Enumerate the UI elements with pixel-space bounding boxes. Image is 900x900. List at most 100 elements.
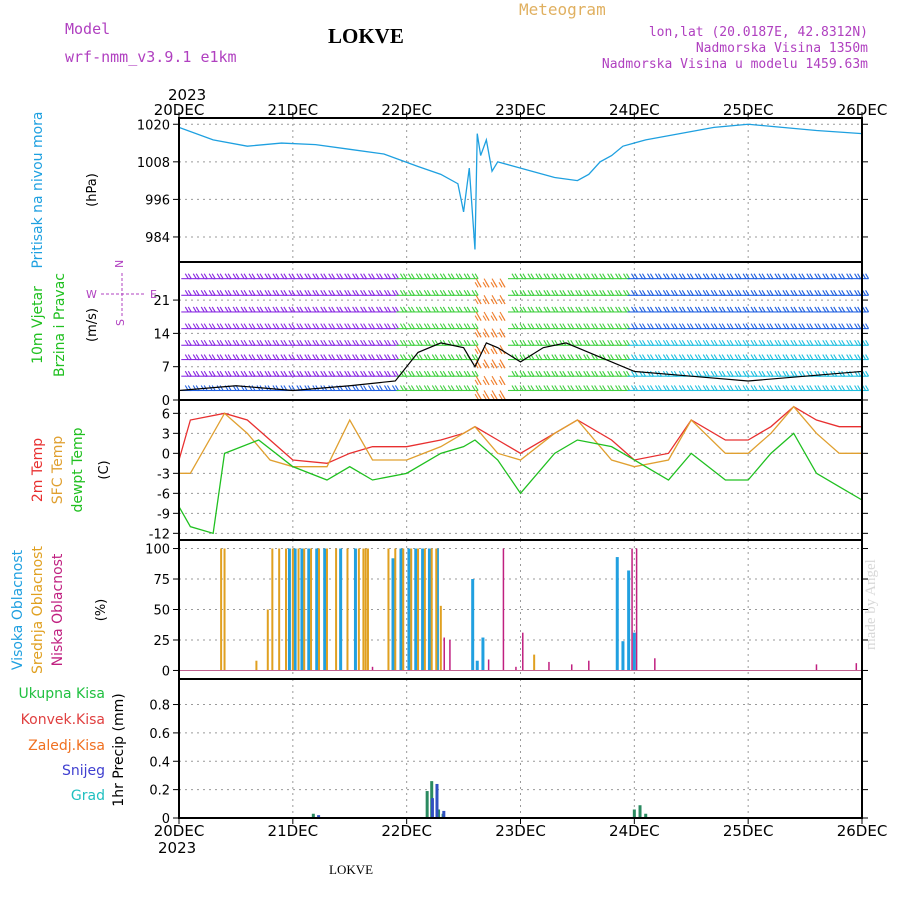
wind-barb	[482, 278, 490, 288]
wind-barb-flag	[211, 306, 216, 313]
wind-barb-flag	[594, 323, 599, 329]
wind-barb-flag	[607, 306, 612, 313]
wind-barb-flag	[750, 370, 755, 377]
wind-barb-flag	[264, 370, 269, 377]
wind-barb-flag	[360, 323, 365, 329]
y-tick-label: -12	[149, 527, 170, 542]
wind-barb-flag	[527, 290, 532, 296]
wind-barb-flag	[639, 306, 643, 313]
wind-barb-flag	[822, 323, 827, 329]
wind-barb-flag	[336, 339, 341, 346]
wind-barb-flag	[402, 339, 407, 346]
wind-barb-flag	[670, 306, 675, 313]
wind-barb-flag	[527, 273, 532, 279]
wind-barb-flag	[402, 323, 407, 329]
x-tick-label-bottom: 25DEC	[723, 822, 774, 840]
wind-barb-flag	[697, 290, 702, 296]
wind-barb-flag	[208, 306, 213, 313]
wind-barb-flag	[501, 331, 506, 338]
wind-barb-flag	[753, 323, 758, 329]
wind-barb-flag	[402, 354, 407, 360]
wind-barb-flag	[769, 323, 774, 329]
wind-barb-flag	[846, 290, 851, 296]
wind-barb-flag	[482, 331, 487, 338]
wind-barb-flag	[578, 370, 583, 377]
wind-barb-flag	[522, 323, 527, 329]
wind-barb-flag	[686, 385, 691, 391]
wind-barb-flag	[379, 323, 383, 329]
wind-barb	[507, 385, 519, 392]
wind-barb-flag	[678, 273, 683, 279]
wind-barb-flag	[639, 290, 643, 296]
wind-barb-flag	[586, 339, 591, 346]
wind-barb-flag	[673, 339, 678, 346]
wind-barb-flag	[702, 323, 707, 329]
wind-barb-flag	[646, 385, 651, 391]
wind-barb-flag	[458, 339, 463, 346]
wind-barb-flag	[838, 306, 843, 313]
wind-barb-flag	[192, 306, 197, 313]
cloud-bar	[366, 548, 369, 671]
wind-barb-flag	[227, 273, 232, 279]
wind-barb-flag	[291, 323, 296, 329]
wind-barb-flag	[798, 385, 803, 391]
wind-barb-flag	[785, 273, 790, 279]
wind-barb-flag	[567, 273, 572, 279]
wind-barb-flag	[673, 306, 678, 313]
wind-barb-flag	[208, 339, 213, 346]
wind-barb-flag	[713, 370, 718, 377]
wind-barb-flag	[394, 385, 399, 391]
wind-barb-flag	[219, 354, 224, 360]
wind-barb-flag	[304, 323, 309, 329]
wind-barb-flag	[745, 273, 750, 279]
wind-barb	[181, 290, 192, 296]
wind-barb-flag	[662, 354, 667, 360]
wind-barb-flag	[344, 290, 349, 296]
cloud-bar	[307, 548, 311, 671]
wind-barb	[482, 359, 490, 369]
wind-barb-flag	[734, 370, 739, 377]
wind-barb-flag	[423, 385, 428, 391]
wind-barb-flag	[493, 298, 498, 305]
wind-barb-flag	[654, 273, 659, 279]
wind-barb-flag	[477, 282, 482, 288]
wind-barb-flag	[841, 273, 846, 279]
wind-barb-flag	[224, 273, 229, 279]
wind-barb-flag	[554, 306, 559, 313]
model-elevation-label: Nadmorska Visina u modelu 1459.63m	[601, 57, 868, 72]
wind-unit: (m/s)	[85, 308, 100, 342]
wind-barb-flag	[339, 354, 344, 360]
wind-barb-flag	[734, 339, 739, 346]
wind-barb-flag	[798, 273, 803, 279]
wind-barb-flag	[865, 354, 870, 360]
wind-barb-flag	[224, 323, 229, 329]
wind-barb-flag	[623, 273, 628, 279]
wind-barb-flag	[394, 354, 399, 360]
wind-barb-flag	[203, 354, 208, 360]
wind-barb-flag	[822, 306, 827, 313]
wind-barb-flag	[570, 354, 575, 360]
wind-barb-flag	[455, 273, 460, 279]
wind-barb	[181, 323, 192, 330]
wind-barb-flag	[331, 273, 336, 279]
wind-barb-flag	[790, 290, 795, 296]
wind-barb-flag	[272, 385, 277, 391]
wind-barb-flag	[415, 290, 420, 296]
wind-barb-flag	[527, 370, 532, 377]
wind-barb-flag	[477, 298, 482, 305]
wind-barb-flag	[801, 273, 806, 279]
wind-barb-flag	[774, 385, 779, 391]
wind-barb-flag	[615, 273, 620, 279]
wind-barb-flag	[535, 323, 540, 329]
wind-barb-flag	[721, 339, 726, 346]
wind-barb-flag	[530, 370, 535, 377]
wind-barb-flag	[766, 354, 771, 360]
wind-barb-flag	[646, 370, 651, 377]
wind-barb-flag	[697, 385, 702, 391]
wind-barb	[474, 278, 482, 288]
wind-barb-flag	[710, 370, 715, 377]
wind-barb-flag	[694, 370, 699, 377]
pressure-axis-title: Pritisak na nivou mora	[30, 111, 46, 268]
wind-barb-flag	[662, 306, 667, 313]
wind-barb-flag	[865, 290, 870, 296]
